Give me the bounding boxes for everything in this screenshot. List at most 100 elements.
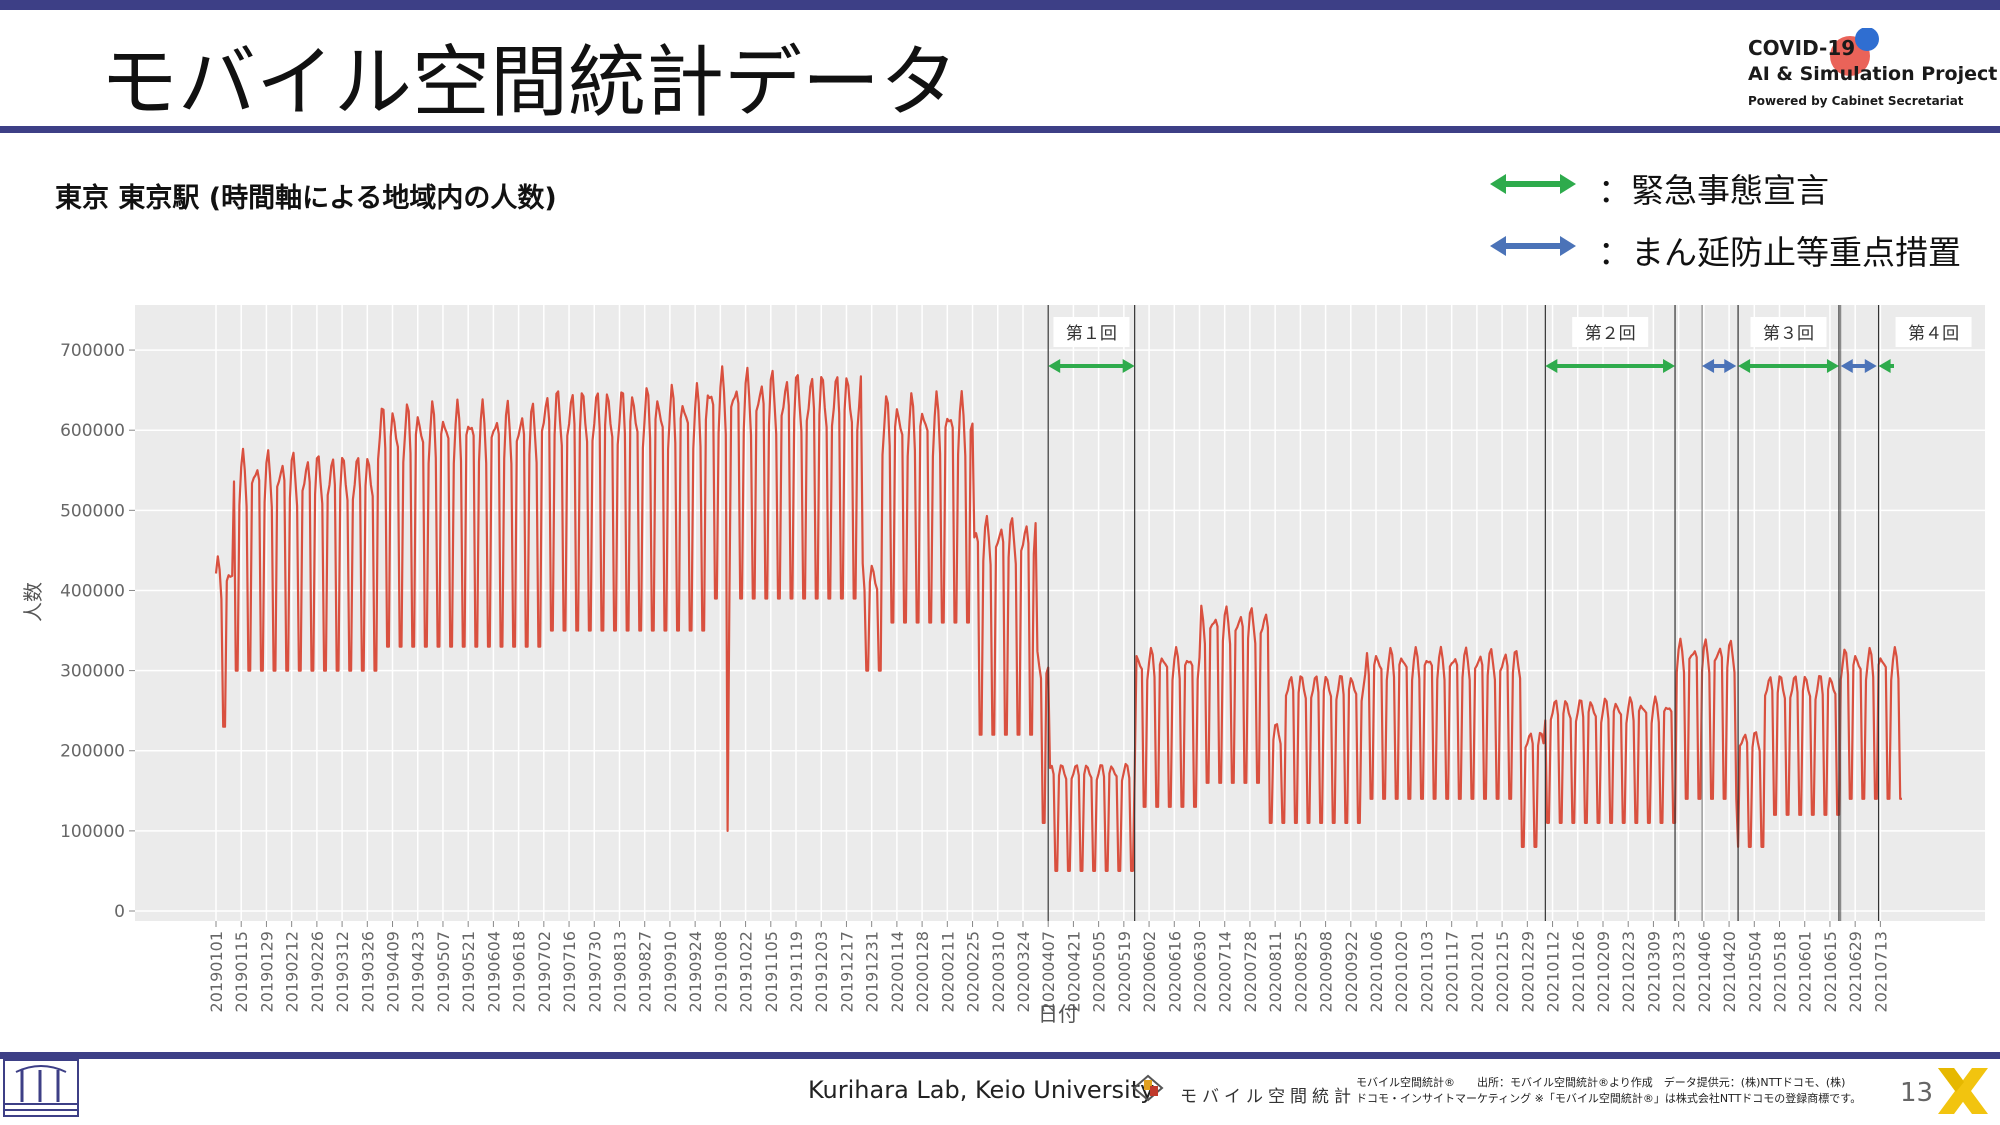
x-tick-label: 20190702 xyxy=(535,931,554,1012)
legend-label-priority: ：まん延防止等重点措置 xyxy=(1598,233,1961,272)
period-arrow-head xyxy=(1878,359,1891,373)
y-tick-label: 600000 xyxy=(60,421,125,441)
footer-divider xyxy=(0,1052,2000,1059)
x-tick-label: 20200825 xyxy=(1291,931,1310,1012)
x-tick-label: 20190827 xyxy=(636,931,655,1012)
logo-text-powered: Powered by Cabinet Secretariat xyxy=(1748,94,1964,108)
x-tick-label: 20200114 xyxy=(888,931,907,1012)
y-tick-label: 500000 xyxy=(60,501,125,521)
x-tick-label: 20210713 xyxy=(1871,931,1890,1012)
x-tick-label: 20201201 xyxy=(1468,931,1487,1012)
period-arrow-head xyxy=(1545,359,1558,373)
x-tick-label: 20200922 xyxy=(1342,931,1361,1012)
period-label-box xyxy=(1053,317,1130,347)
period-arrow-head xyxy=(1840,359,1853,373)
x-tick-label: 20201006 xyxy=(1367,931,1386,1012)
x-tick-label: 20210126 xyxy=(1569,931,1588,1012)
x-tick-label: 20190716 xyxy=(560,931,579,1012)
x-tick-label: 20190101 xyxy=(207,931,226,1012)
top-accent-bar xyxy=(0,0,2000,10)
x-tick-label: 20200407 xyxy=(1039,931,1058,1012)
x-tick-label: 20200728 xyxy=(1241,931,1260,1012)
x-tick-label: 20191105 xyxy=(762,931,781,1012)
x-tick-label: 20210112 xyxy=(1544,931,1563,1012)
period-arrow-head xyxy=(1738,359,1751,373)
x-mark-icon xyxy=(1932,1062,1994,1120)
x-tick-label: 20200519 xyxy=(1115,931,1134,1012)
series-line-population xyxy=(214,365,1902,873)
period-arrow-head xyxy=(1826,359,1839,373)
period-arrow-head xyxy=(1702,359,1715,373)
x-tick-label: 20201229 xyxy=(1518,931,1537,1012)
period-arrow-head xyxy=(1724,359,1737,373)
x-tick-label: 20200602 xyxy=(1140,931,1159,1012)
logo-text-project: AI & Simulation Project xyxy=(1748,63,1998,85)
x-tick-label: 20191231 xyxy=(863,931,882,1012)
y-tick-label: 300000 xyxy=(60,662,125,682)
x-tick-label: 20200811 xyxy=(1266,931,1285,1012)
y-tick-label: 100000 xyxy=(60,822,125,842)
x-tick-label: 20190730 xyxy=(585,931,604,1012)
x-tick-label: 20190507 xyxy=(434,931,453,1012)
x-tick-label: 20190212 xyxy=(283,931,302,1012)
period-label: 第２回 xyxy=(1585,324,1636,344)
x-tick-label: 20190312 xyxy=(333,931,352,1012)
x-tick-label: 20190604 xyxy=(484,931,503,1012)
x-tick-label: 20190226 xyxy=(308,931,327,1012)
source-note-line2: ドコモ・インサイトマーケティング ※「モバイル空間統計®」は株式会社NTTドコモ… xyxy=(1356,1092,1862,1105)
x-axis-label: 日付 xyxy=(1038,1002,1078,1026)
period-arrow-head xyxy=(1864,359,1877,373)
x-tick-label: 20200616 xyxy=(1165,931,1184,1012)
source-note-line1: モバイル空間統計® 出所：モバイル空間統計®より作成 データ提供元：(株)NTT… xyxy=(1356,1076,1846,1089)
x-tick-label: 20210309 xyxy=(1644,931,1663,1012)
x-tick-label: 20191119 xyxy=(787,931,806,1012)
x-tick-label: 20200505 xyxy=(1090,931,1109,1012)
page-number: 13 xyxy=(1900,1078,1934,1108)
legend-label-emergency: ：緊急事態宣言 xyxy=(1598,171,1829,210)
footer-brand: モバイル空間統計 xyxy=(1180,1087,1356,1107)
logo-text-covid: COVID-19 xyxy=(1748,36,1856,60)
x-tick-label: 20190813 xyxy=(610,931,629,1012)
x-tick-label: 20191217 xyxy=(837,931,856,1012)
period-label-box xyxy=(1750,317,1827,347)
footer-credit: Kurihara Lab, Keio University xyxy=(808,1076,1155,1104)
x-tick-label: 20210629 xyxy=(1846,931,1865,1012)
university-crest-icon xyxy=(2,1058,80,1118)
legend-arrow-emergency xyxy=(1488,166,1578,202)
x-tick-label: 20200714 xyxy=(1216,931,1235,1012)
x-tick-label: 20210420 xyxy=(1720,931,1739,1012)
line-chart: 0 100000 200000 300000 400000 500000 600000 700… xyxy=(21,305,1985,1026)
mobile-stats-logo-icon xyxy=(1130,1070,1166,1106)
period-label-box xyxy=(1895,317,1972,347)
y-tick-label: 200000 xyxy=(60,742,125,762)
x-tick-label: 20210323 xyxy=(1670,931,1689,1012)
period-label: 第１回 xyxy=(1066,324,1117,344)
x-tick-label: 20200908 xyxy=(1317,931,1336,1012)
x-tick-label: 20190521 xyxy=(459,931,478,1012)
period-label: 第４回 xyxy=(1908,324,1959,344)
x-tick-label: 20200324 xyxy=(1014,931,1033,1012)
y-tick-label: 400000 xyxy=(60,581,125,601)
x-tick-label: 20190129 xyxy=(257,931,276,1012)
header-divider xyxy=(0,126,2000,133)
period-label: 第３回 xyxy=(1763,324,1814,344)
legend-arrow-priority xyxy=(1488,228,1578,264)
x-tick-label: 20200310 xyxy=(989,931,1008,1012)
x-tick-label: 20200211 xyxy=(938,931,957,1012)
x-tick-label: 20210615 xyxy=(1821,931,1840,1012)
project-logo xyxy=(1745,28,1985,118)
x-tick-label: 20200225 xyxy=(964,931,983,1012)
chart-subtitle: 東京 東京駅 (時間軸による地域内の人数) xyxy=(55,183,557,214)
x-tick-label: 20210518 xyxy=(1771,931,1790,1012)
period-arrow-head xyxy=(1663,359,1676,373)
y-tick-label: 0 xyxy=(114,902,125,922)
x-tick-label: 20210601 xyxy=(1796,931,1815,1012)
x-tick-label: 20190924 xyxy=(686,931,705,1012)
x-tick-label: 20190326 xyxy=(358,931,377,1012)
x-tick-label: 20190115 xyxy=(232,931,251,1012)
x-tick-label: 20200630 xyxy=(1191,931,1210,1012)
x-tick-label: 20201020 xyxy=(1392,931,1411,1012)
logo-mark xyxy=(1830,28,1879,76)
x-tick-label: 20190618 xyxy=(510,931,529,1012)
x-tick-label: 20200421 xyxy=(1064,931,1083,1012)
